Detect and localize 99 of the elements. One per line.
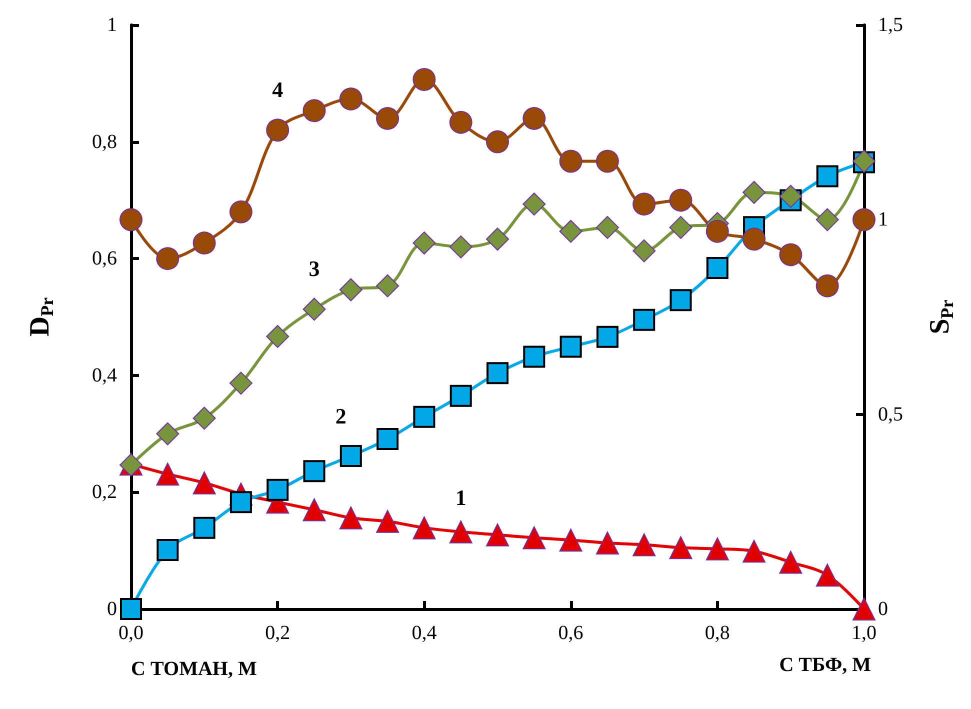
text: С ТБФ, М: [779, 654, 872, 676]
point: [742, 228, 766, 251]
point: [193, 516, 216, 539]
point: [560, 336, 582, 358]
point: [486, 523, 509, 546]
point: [376, 428, 399, 450]
point: [192, 232, 216, 255]
point: [670, 289, 692, 312]
point: [596, 150, 619, 173]
point: [559, 150, 582, 173]
point: [816, 208, 839, 232]
series-label: 2: [335, 403, 346, 428]
point: [302, 298, 326, 321]
y-tick-label: 0,8: [92, 130, 117, 153]
point: [266, 478, 289, 501]
point: [596, 532, 619, 555]
series-label: 1: [455, 484, 466, 510]
point: [486, 228, 509, 251]
point: [779, 184, 802, 208]
point: [522, 106, 546, 130]
point: [632, 239, 656, 262]
point: [230, 491, 252, 514]
y-axis-title: DPr: [24, 297, 57, 337]
series-label: 4: [272, 77, 284, 102]
point: [706, 537, 729, 560]
point: [156, 539, 179, 562]
point: [632, 192, 656, 216]
point: [450, 384, 472, 407]
point: [816, 274, 839, 298]
point: [376, 510, 400, 533]
point: [339, 278, 362, 302]
point: [412, 68, 436, 91]
point: [412, 516, 436, 540]
point: [742, 180, 766, 204]
point: [816, 165, 838, 188]
x-tick-label: 0,2: [265, 622, 290, 644]
y2-tick-label: 1: [878, 208, 888, 231]
point: [522, 526, 546, 550]
point: [120, 208, 142, 232]
x-axis-title: С ТОМАН, М: [131, 658, 257, 680]
point: [156, 247, 180, 270]
point: [413, 406, 436, 428]
point: [229, 200, 252, 224]
x-tick-label: 0,0: [118, 622, 144, 644]
point: [339, 87, 362, 110]
point: [376, 274, 400, 298]
point: [412, 232, 436, 255]
point: [303, 460, 326, 482]
point: [706, 256, 728, 279]
point: [523, 346, 546, 368]
point: [669, 188, 692, 212]
y-tick-label: 0,4: [92, 364, 117, 386]
y2-tick-label: 1,5: [878, 14, 903, 36]
point: [669, 536, 692, 560]
point: [449, 235, 472, 258]
point: [559, 220, 582, 243]
point: [596, 216, 619, 239]
point: [120, 598, 142, 620]
point: [156, 422, 180, 446]
point: [522, 192, 546, 216]
point: [632, 533, 656, 556]
x-tick-label: 1,0: [852, 622, 876, 644]
point: [486, 130, 509, 154]
y-tick-label: 1: [107, 14, 117, 36]
point: [742, 540, 766, 563]
x-tick-label: 0,8: [704, 622, 730, 644]
point: [449, 110, 472, 134]
point: [302, 498, 326, 522]
series-label: 3: [308, 256, 320, 282]
y-tick-label: 0: [107, 598, 117, 620]
point: [266, 324, 290, 348]
point: [596, 326, 618, 348]
point: [559, 528, 582, 552]
point: [669, 216, 692, 239]
point: [192, 471, 216, 494]
point: [376, 106, 400, 130]
point: [229, 372, 252, 395]
point: [449, 520, 472, 544]
point: [302, 99, 326, 122]
point: [192, 406, 216, 430]
y2-tick-label: 0: [878, 598, 888, 620]
point: [816, 564, 839, 587]
point: [852, 598, 876, 620]
point: [779, 243, 802, 266]
y2-tick-label: 0,5: [878, 403, 903, 426]
point: [340, 444, 362, 467]
point: [633, 308, 656, 331]
point: [779, 550, 802, 574]
x-tick-label: 0,4: [412, 622, 437, 644]
point: [339, 506, 362, 530]
point: [706, 220, 729, 243]
point: [266, 118, 290, 142]
point: [852, 208, 876, 232]
x-tick-label: 0,6: [558, 622, 584, 644]
y-tick-label: 0,6: [92, 248, 117, 270]
point: [486, 362, 508, 384]
y2-axis-title: SPr: [924, 300, 957, 334]
y-tick-label: 0,2: [92, 481, 117, 504]
point: [156, 462, 180, 486]
